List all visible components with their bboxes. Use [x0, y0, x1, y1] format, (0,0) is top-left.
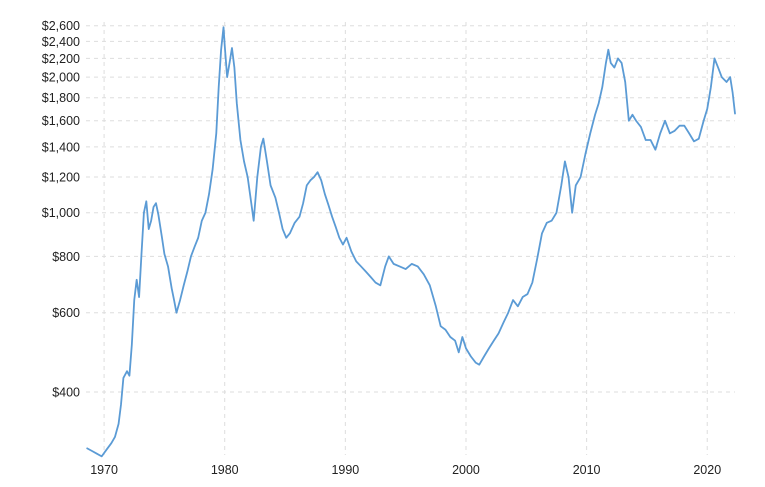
y-tick-label: $2,600	[42, 19, 80, 33]
y-tick-label: $600	[52, 306, 80, 320]
y-tick-label: $1,000	[42, 206, 80, 220]
x-tick-label: 1970	[90, 463, 118, 477]
x-tick-label: 2020	[693, 463, 721, 477]
y-tick-label: $2,000	[42, 71, 80, 85]
y-tick-label: $1,600	[42, 114, 80, 128]
axes: $400 $600 $800 $1,000 $1,200 $1,400 $1,600 $1,8…	[42, 19, 721, 477]
x-tick-label: 2010	[573, 463, 601, 477]
series-line-0	[86, 26, 736, 458]
y-tick-label: $400	[52, 386, 80, 400]
y-tick-label: $1,400	[42, 140, 80, 154]
series-layer	[86, 26, 736, 458]
grid	[86, 22, 735, 455]
x-tick-label: 1990	[331, 463, 359, 477]
x-tick-label: 2000	[452, 463, 480, 477]
y-tick-label: $1,800	[42, 91, 80, 105]
y-tick-label: $2,200	[42, 52, 80, 66]
y-tick-label: $2,400	[42, 35, 80, 49]
y-tick-label: $800	[52, 250, 80, 264]
x-tick-label: 1980	[211, 463, 239, 477]
y-tick-label: $1,200	[42, 171, 80, 185]
